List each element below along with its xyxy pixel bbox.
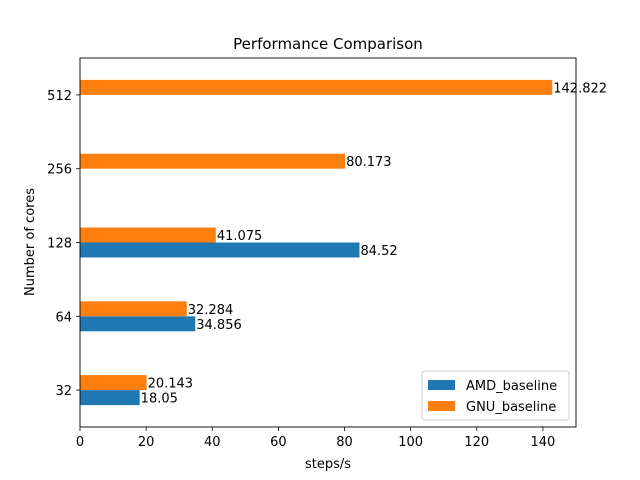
data-label: 20.143 [148,377,194,392]
x-tick-label: 100 [398,435,423,450]
legend: AMD_baseline GNU_baseline [421,370,570,421]
x-tick-label: 0 [76,435,84,450]
x-axis: 0 20 40 60 80 100 120 140 [76,427,555,450]
y-tick-label: 128 [47,237,72,252]
legend-box [421,370,570,421]
plot-area: 18.05 34.856 84.52 20.143 32.284 41.075 80.173… [80,79,607,407]
x-axis-label: steps/s [305,457,351,472]
y-axis: 32 64 128 256 512 [47,89,80,399]
legend-swatch-amd-baseline [428,380,455,390]
bar-gnu-baseline-32 [80,375,147,391]
data-label: 80.173 [346,155,392,170]
y-tick-label: 512 [47,89,72,104]
bar-gnu-baseline-256 [80,153,346,169]
bar-amd-baseline-64 [80,316,196,332]
bar-gnu-baseline-512 [80,79,553,95]
chart-title: Performance Comparison [233,35,423,53]
data-label: 34.856 [196,318,242,333]
x-tick-label: 20 [138,435,155,450]
bar-gnu-baseline-128 [80,227,216,243]
x-tick-label: 40 [204,435,221,450]
x-tick-label: 60 [270,435,287,450]
y-tick-label: 256 [47,163,72,178]
y-axis-label: Number of cores [23,188,38,296]
data-label: 32.284 [188,303,234,318]
y-tick-label: 32 [55,384,72,399]
data-label: 41.075 [217,229,263,244]
bar-amd-baseline-128 [80,242,360,258]
x-tick-label: 120 [464,435,489,450]
x-tick-label: 80 [336,435,353,450]
legend-label: GNU_baseline [466,400,556,415]
bar-amd-baseline-32 [80,390,140,406]
y-tick-label: 64 [55,310,72,325]
legend-swatch-gnu-baseline [428,401,455,411]
data-label: 142.822 [553,81,607,96]
data-label: 18.05 [141,392,178,407]
x-tick-label: 140 [531,435,556,450]
data-label: 84.52 [360,244,397,259]
bar-gnu-baseline-64 [80,301,187,317]
legend-label: AMD_baseline [466,379,557,394]
